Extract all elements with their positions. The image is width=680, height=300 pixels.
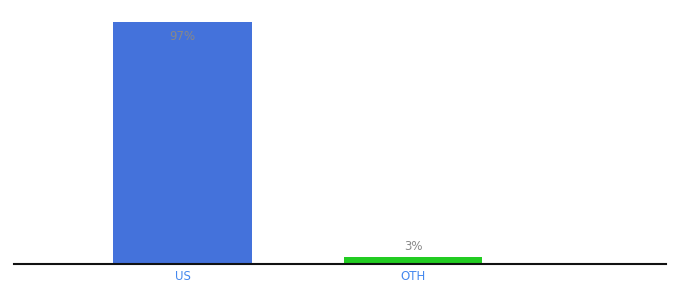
Text: 97%: 97% [169,30,196,43]
Text: 3%: 3% [404,240,422,253]
Bar [344,256,482,264]
Bar [114,22,252,264]
